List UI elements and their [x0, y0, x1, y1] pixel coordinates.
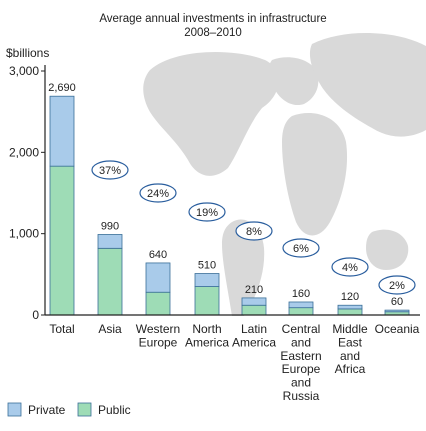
chart-title: Average annual investments in infrastruc…: [99, 13, 326, 25]
value-label: 120: [341, 291, 359, 303]
bar-private: [49, 95, 75, 167]
map-landmass: [366, 229, 409, 270]
bar-public: [241, 304, 267, 316]
share-label: 6%: [293, 243, 309, 255]
legend-swatch: [7, 402, 22, 417]
map-landmass: [143, 51, 279, 176]
bar-public: [288, 307, 314, 316]
y-axis-ticks: 0 1,000 2,000 3,000: [9, 64, 45, 322]
bar-private: [194, 273, 220, 287]
share-ellipse: [331, 257, 369, 277]
y-tick-label: 2,000: [9, 145, 39, 159]
map-landmass: [282, 113, 348, 236]
y-axis-label: $billions: [6, 46, 49, 60]
category-label: Latin America: [232, 322, 276, 349]
share-label: 2%: [389, 280, 405, 292]
share-ellipse: [188, 202, 226, 222]
bar-private: [337, 304, 363, 310]
share-badge: 24%: [139, 183, 177, 203]
share-ellipse: [282, 238, 320, 258]
y-tick-label: 3,000: [9, 64, 39, 78]
share-ellipse: [378, 275, 416, 295]
category-label: Central and Eastern Europe and Russia: [280, 322, 321, 403]
legend-swatch: [77, 402, 92, 417]
bar-public: [145, 291, 171, 316]
category-label: Western Europe: [136, 322, 180, 349]
bar-private: [97, 234, 123, 249]
category-label: Middle East and Africa: [332, 322, 368, 376]
bar-private: [241, 297, 267, 306]
value-label: 510: [198, 260, 216, 272]
share-badge: 2%: [378, 275, 416, 295]
chart-subtitle: 2008–2010: [184, 27, 242, 39]
y-tick-label: 1,000: [9, 227, 39, 241]
value-labels: 2,690 990 640 510 210 160 120 60: [48, 82, 403, 308]
category-label: North America: [185, 322, 229, 349]
bar-private: [145, 262, 171, 293]
value-label: 990: [101, 220, 119, 232]
value-label: 60: [391, 296, 403, 308]
legend: Private Public: [7, 402, 131, 417]
share-badge: 4%: [331, 257, 369, 277]
map-landmass: [222, 219, 265, 316]
share-badge: 8%: [235, 221, 273, 241]
share-ellipse: [139, 183, 177, 203]
map-landmass: [309, 32, 426, 137]
category-label: Total: [49, 322, 74, 336]
share-label: 4%: [342, 262, 358, 274]
legend-label: Private: [28, 403, 66, 417]
bar-public: [97, 247, 123, 316]
category-label: Oceania: [375, 322, 420, 336]
category-label: Asia: [98, 322, 122, 336]
bar-private: [384, 309, 410, 313]
axes: [44, 65, 420, 316]
bar-public: [337, 308, 363, 316]
share-label: 24%: [147, 188, 169, 200]
legend-item-public: Public: [77, 402, 131, 417]
share-label: 37%: [99, 165, 121, 177]
y-tick-label: 0: [32, 308, 39, 322]
legend-label: Public: [98, 403, 131, 417]
share-badge: 19%: [188, 202, 226, 222]
share-labels: 37% 24% 19% 8% 6% 4% 2%: [91, 160, 416, 295]
value-label: 2,690: [48, 82, 76, 94]
share-badge: 37%: [91, 160, 129, 180]
legend-item-private: Private: [7, 402, 66, 417]
world-map-background: [143, 32, 426, 316]
value-label: 160: [292, 288, 310, 300]
bar-public: [194, 286, 220, 316]
map-landmass: [268, 57, 319, 106]
share-label: 19%: [196, 207, 218, 219]
share-ellipse: [91, 160, 129, 180]
value-label: 640: [149, 249, 167, 261]
bar-public: [49, 165, 75, 316]
share-badge: 6%: [282, 238, 320, 258]
value-label: 210: [245, 284, 263, 296]
share-ellipse: [235, 221, 273, 241]
share-label: 8%: [246, 226, 262, 238]
bar-private: [288, 301, 314, 309]
